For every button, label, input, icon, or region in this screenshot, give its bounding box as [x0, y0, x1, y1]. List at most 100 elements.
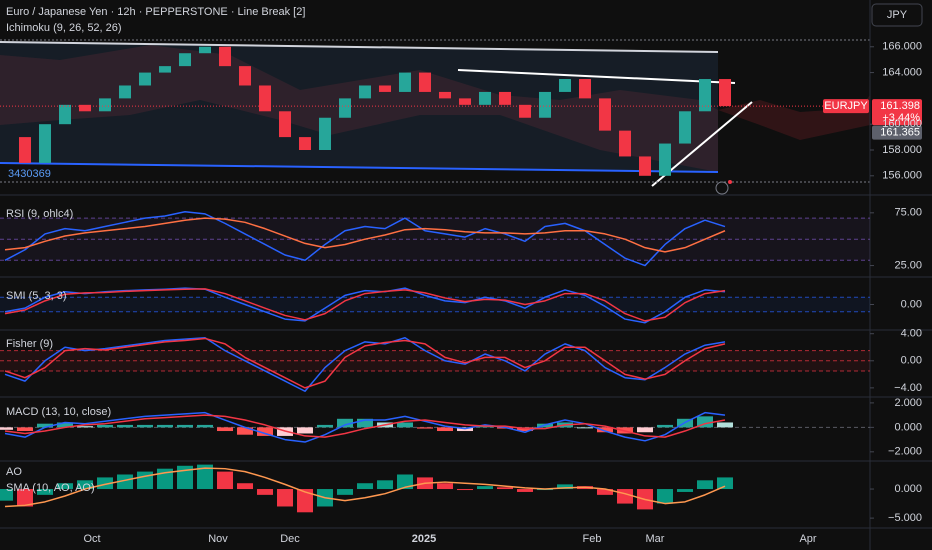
event-icon: [715, 181, 729, 195]
brick: [259, 85, 271, 112]
brick: [359, 85, 371, 99]
channel-upper: [0, 41, 719, 53]
histogram-bar: [257, 427, 273, 436]
x-tick-label: Oct: [83, 533, 100, 545]
y-tick-label: 160.000: [882, 118, 922, 130]
brick: [499, 91, 511, 105]
histogram-bar: [397, 422, 413, 428]
histogram-bar: [477, 486, 493, 490]
histogram-bar: [217, 471, 233, 490]
histogram-bar: [97, 477, 113, 490]
y-tick-label: 0.00: [901, 298, 922, 310]
histogram-bar: [117, 474, 133, 490]
brick: [519, 104, 531, 118]
currency-button[interactable]: [871, 3, 923, 27]
brick: [79, 104, 91, 112]
histogram-bar: [257, 489, 273, 495]
histogram-bar: [617, 489, 633, 504]
histogram-bar: [637, 427, 653, 433]
series-line: [4, 467, 726, 508]
brick: [99, 98, 111, 112]
brick: [439, 91, 451, 99]
y-tick-label: 158.000: [882, 144, 922, 156]
brick: [139, 72, 151, 86]
price-tag: [872, 99, 922, 126]
brick: [559, 79, 571, 92]
channel-lower: [0, 162, 719, 173]
histogram-bar: [697, 480, 713, 490]
ichimoku-cloud: [0, 45, 718, 172]
y-tick-label: 2.000: [894, 397, 922, 409]
histogram-bar: [77, 426, 93, 428]
histogram-bar: [437, 483, 453, 490]
y-tick-label: 4.00: [901, 328, 922, 340]
brick: [239, 66, 251, 86]
histogram-bar: [197, 464, 213, 490]
histogram-bar: [657, 489, 673, 504]
series-line: [4, 211, 726, 267]
symbol-label: EURJPY: [824, 100, 868, 112]
histogram-bar: [37, 489, 53, 495]
indicator-title: MACD (13, 10, close): [6, 406, 111, 418]
series-line: [4, 337, 726, 393]
x-tick-label: Feb: [583, 533, 602, 545]
histogram-bar: [77, 480, 93, 490]
histogram-bar: [657, 424, 673, 428]
brick: [219, 46, 231, 67]
brick: [639, 156, 651, 176]
histogram-bar: [297, 427, 313, 434]
brick: [19, 137, 31, 163]
brick: [199, 46, 211, 54]
y-tick-label: 25.00: [894, 259, 922, 271]
y-tick-label: −4.00: [894, 382, 922, 394]
histogram-bar: [297, 489, 313, 513]
histogram-bar: [57, 422, 73, 428]
brick: [159, 66, 171, 73]
chart-title: Euro / Japanese Yen · 12h · PEPPERSTONE …: [6, 6, 305, 18]
x-tick-label: Dec: [280, 533, 300, 545]
histogram-bar: [597, 427, 613, 433]
brick: [39, 124, 51, 163]
indicator-title: Fisher (9): [6, 338, 53, 350]
y-tick-label: 0.000: [894, 483, 922, 495]
reference-tag: [872, 125, 922, 140]
histogram-bar: [377, 480, 393, 490]
histogram-bar: [337, 418, 353, 428]
brick: [659, 143, 671, 176]
series-line: [4, 337, 726, 389]
indicator-title: Ichimoku (9, 26, 52, 26): [6, 22, 122, 34]
y-tick-label: −2.000: [888, 446, 922, 458]
histogram-bar: [237, 427, 253, 435]
brick: [299, 137, 311, 150]
brick: [319, 117, 331, 150]
currency[interactable]: JPY: [887, 9, 908, 21]
brick: [719, 79, 731, 107]
y-tick-label: 156.000: [882, 170, 922, 182]
brick: [339, 98, 351, 118]
histogram-bar: [17, 489, 33, 507]
histogram-bar: [337, 489, 353, 495]
marks: [0, 46, 922, 519]
histogram-bar: [597, 489, 613, 495]
series-line: [4, 414, 726, 438]
brick: [479, 91, 491, 105]
brick: [279, 111, 291, 138]
series-line: [4, 411, 726, 443]
indicator-title: RSI (9, ohlc4): [6, 208, 73, 220]
histogram-bar: [137, 471, 153, 490]
y-tick-label: 0.00: [901, 355, 922, 367]
x-tick-label: Mar: [646, 533, 665, 545]
band-fill: [0, 297, 870, 312]
price-label: 161.398: [880, 100, 920, 112]
x-tick-label: 2025: [412, 533, 436, 545]
brick: [419, 72, 431, 92]
histogram-bar: [717, 422, 733, 428]
series-line: [4, 288, 726, 322]
y-tick-label: 164.000: [882, 66, 922, 78]
brick: [619, 130, 631, 157]
histogram-bar: [237, 483, 253, 490]
histogram-bar: [557, 484, 573, 490]
